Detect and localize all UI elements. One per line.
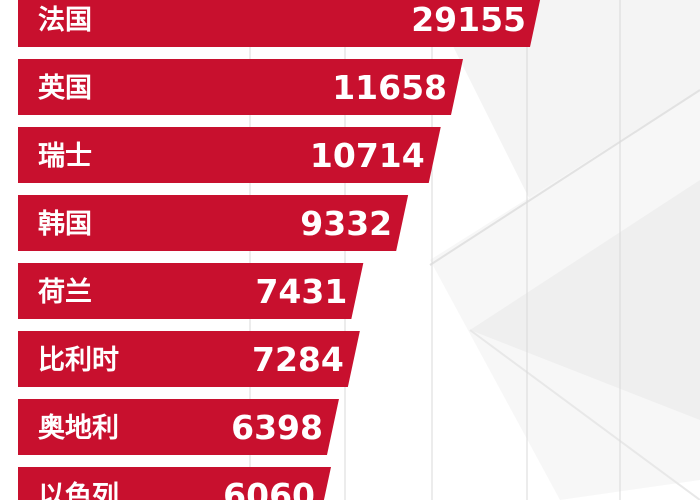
bar-value-label: 6060: [223, 476, 315, 500]
bar: [18, 0, 541, 47]
bar-value-label: 29155: [411, 0, 526, 39]
bar-row: 瑞士 10714: [18, 127, 441, 183]
bars: 法国 29155 英国 11658 瑞士 10714 韩国 9332 荷兰 7431 比利时 7284…: [18, 0, 541, 500]
bar-category-label: 奥地利: [38, 412, 119, 444]
bar-row: 法国 29155: [18, 0, 541, 47]
bar-row: 韩国 9332: [18, 195, 409, 251]
bar-category-label: 瑞士: [38, 141, 92, 172]
bar-category-label: 法国: [38, 5, 92, 36]
bar-value-label: 7284: [252, 340, 344, 379]
bar-value-label: 7431: [255, 272, 347, 311]
bar-category-label: 韩国: [38, 209, 92, 240]
bar-category-label: 荷兰: [38, 277, 92, 308]
bar-row: 比利时 7284: [18, 331, 360, 387]
bar: [18, 195, 409, 251]
bar-row: 英国 11658: [18, 59, 463, 115]
bar-value-label: 11658: [332, 68, 447, 107]
bar: [18, 263, 364, 319]
bar: [18, 59, 463, 115]
bar-category-label: 以色列: [38, 480, 119, 500]
bar-value-label: 10714: [310, 136, 425, 175]
bar: [18, 127, 441, 183]
bar-row: 以色列 6060: [18, 467, 331, 500]
bar-value-label: 6398: [231, 408, 323, 447]
bar: [18, 331, 360, 387]
bar: [18, 467, 331, 500]
bar-row: 荷兰 7431: [18, 263, 364, 319]
bar: [18, 399, 339, 455]
bar-row: 奥地利 6398: [18, 399, 339, 455]
bar-category-label: 英国: [38, 73, 92, 104]
bar-value-label: 9332: [300, 204, 392, 243]
bar-category-label: 比利时: [38, 345, 119, 376]
